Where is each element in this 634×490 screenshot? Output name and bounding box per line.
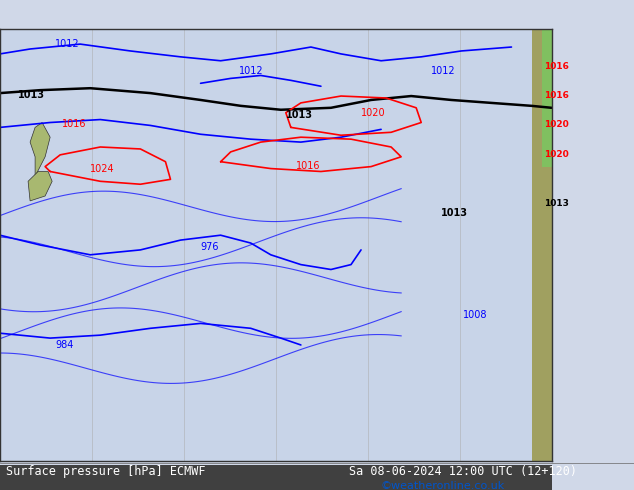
Bar (531, 29, 552, 461)
Polygon shape (28, 172, 52, 201)
Text: Sa 08-06-2024 12:00 UTC (12+120): Sa 08-06-2024 12:00 UTC (12+120) (349, 466, 577, 478)
Text: 976: 976 (200, 242, 219, 252)
Text: 1020: 1020 (543, 121, 568, 129)
Text: 1013: 1013 (543, 199, 569, 208)
Text: 1013: 1013 (18, 90, 45, 100)
Text: 1013: 1013 (441, 208, 469, 218)
Text: 1016: 1016 (296, 161, 320, 171)
Text: Surface pressure [hPa] ECMWF: Surface pressure [hPa] ECMWF (6, 466, 206, 478)
Text: 1008: 1008 (463, 311, 488, 320)
Text: 1012: 1012 (238, 66, 263, 75)
Text: 1024: 1024 (90, 164, 115, 173)
Text: 1020: 1020 (361, 108, 385, 118)
Text: ©weatheronline.co.uk: ©weatheronline.co.uk (380, 481, 505, 490)
Text: 984: 984 (55, 340, 74, 350)
Polygon shape (30, 122, 50, 176)
Bar (541, 29, 552, 167)
Text: 1016: 1016 (62, 120, 87, 129)
Text: 1012: 1012 (55, 39, 80, 49)
Text: 1013: 1013 (286, 110, 313, 120)
Text: 1016: 1016 (543, 62, 569, 71)
Text: 1020: 1020 (543, 150, 568, 159)
Text: 1016: 1016 (543, 91, 569, 100)
Bar (0, 466, 552, 490)
Text: 1012: 1012 (431, 66, 456, 75)
